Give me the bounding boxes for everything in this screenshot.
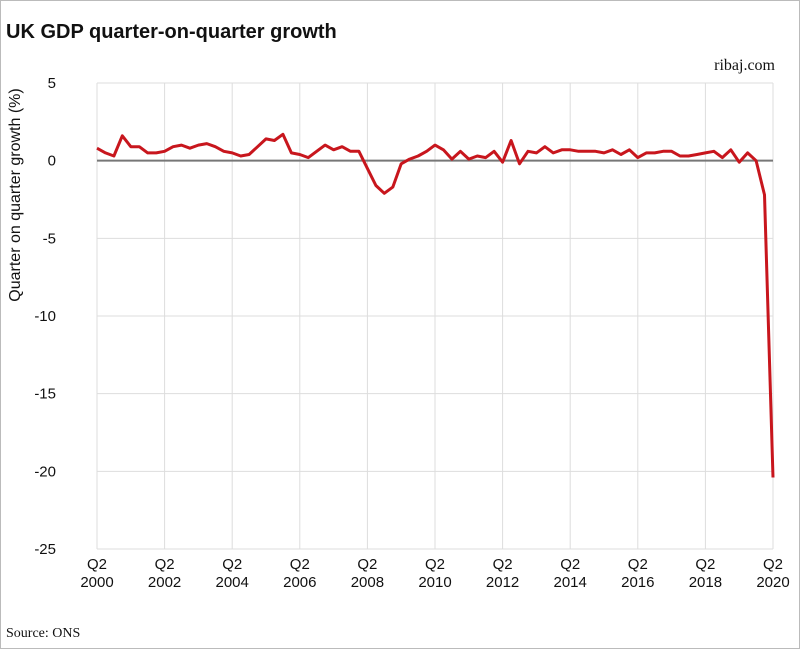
x-tick-label: Q2 2002	[148, 556, 181, 591]
x-tick-label: Q2 2014	[554, 556, 587, 591]
y-tick-label: 5	[48, 75, 56, 92]
x-tick-label: Q2 2006	[283, 556, 316, 591]
source: Source: ONS	[6, 626, 80, 641]
x-tick-label: Q2 2012	[486, 556, 519, 591]
y-tick-label: 0	[48, 153, 56, 170]
y-tick-label: -10	[34, 308, 56, 325]
line	[96, 132, 775, 478]
x-tick-label: Q2 2000	[80, 556, 113, 591]
y-tick-label: -15	[34, 386, 56, 403]
y-tick-label: -25	[34, 541, 56, 558]
x-tick-label: Q2 2008	[351, 556, 384, 591]
source-brand: ribaj.com	[714, 57, 775, 74]
x-tick-label: Q2 2010	[418, 556, 451, 591]
x-tick-label: Q2 2016	[621, 556, 654, 591]
x-tick-label: Q2 2020	[756, 556, 789, 591]
y-axis-label: Quarter on quarter growth (%)	[7, 88, 24, 301]
y-tick-label: -5	[43, 230, 56, 247]
x-tick-label: Q2 2018	[689, 556, 722, 591]
y-tick-label: -20	[34, 463, 56, 480]
x-tick-label: Q2 2004	[216, 556, 249, 591]
chart-title: UK GDP quarter-on-quarter growth	[6, 21, 337, 43]
